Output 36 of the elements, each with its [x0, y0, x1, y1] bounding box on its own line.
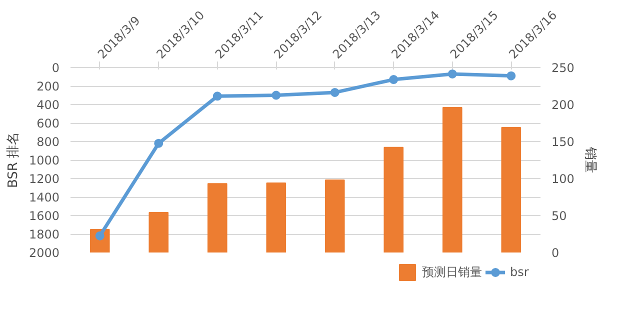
y2-tick-label: 250 — [552, 61, 574, 75]
legend-label: 预测日销量 — [422, 264, 482, 280]
y2-tick-label: 0 — [552, 246, 560, 260]
y-tick-label: 800 — [36, 135, 60, 149]
y2-tick-label: 200 — [552, 98, 574, 112]
y-tick-label: 1200 — [28, 172, 60, 186]
y-axis-title: BSR 排名 — [6, 132, 21, 188]
point — [212, 92, 222, 101]
bar — [324, 179, 345, 252]
y-tick-label: 1600 — [28, 209, 60, 223]
point — [389, 75, 398, 84]
y2-tick-label: 100 — [552, 172, 574, 186]
point — [330, 88, 340, 97]
y2-tick-label: 50 — [552, 209, 567, 223]
bar — [384, 146, 404, 252]
y2-axis-title: 销量 — [582, 146, 598, 173]
point — [506, 71, 516, 80]
y-tick-label: 0 — [52, 61, 60, 75]
legend-label: bsr — [510, 265, 530, 279]
bar — [148, 212, 169, 252]
y2-tick-label: 150 — [552, 135, 574, 149]
bar — [442, 106, 462, 252]
y-tick-label: 2000 — [28, 246, 60, 260]
point — [448, 69, 457, 78]
bar — [207, 183, 228, 252]
point — [154, 138, 164, 148]
y-tick-label: 400 — [36, 98, 60, 112]
bar — [266, 182, 286, 252]
bar — [501, 126, 522, 252]
y-tick-label: 1800 — [28, 228, 60, 242]
point — [95, 231, 104, 240]
y-tick-label: 1400 — [28, 190, 60, 204]
y-tick-label: 600 — [36, 116, 60, 130]
y-tick-label: 200 — [36, 80, 60, 94]
y-tick-label: 1000 — [28, 154, 60, 168]
point — [272, 90, 281, 100]
